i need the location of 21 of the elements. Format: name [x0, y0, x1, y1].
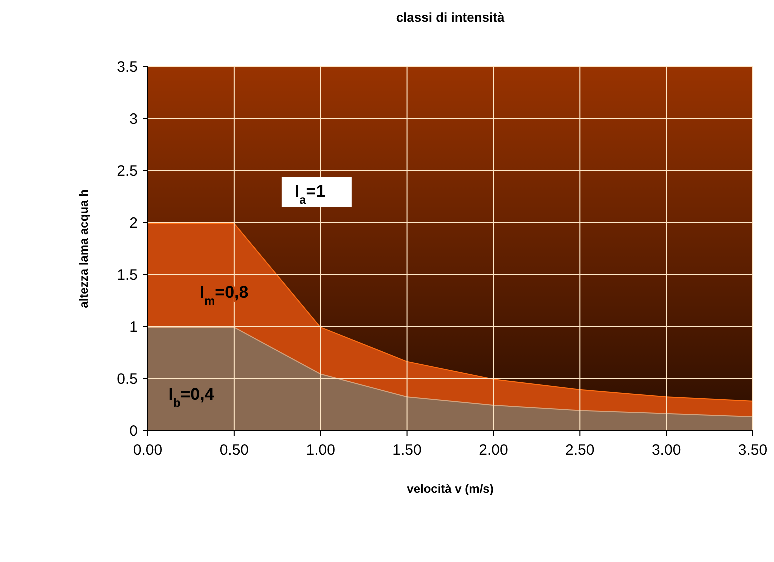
y-tick-label: 2.5 [117, 163, 138, 180]
x-tick-label: 2.50 [566, 442, 595, 459]
x-tick-label: 1.50 [392, 442, 422, 459]
x-tick-label: 2.00 [479, 442, 508, 459]
y-tick-label: 1 [130, 319, 138, 336]
series-label: I$_{b}$=0,4 [168, 384, 215, 410]
y-tick-label: 2 [130, 215, 138, 232]
y-axis-title: altezza lama acqua h [77, 190, 91, 308]
x-tick-label: 3.50 [738, 442, 768, 459]
y-tick-label: 0 [130, 423, 138, 440]
x-axis-title: velocità v (m/s) [407, 482, 494, 496]
y-tick-label: 0.5 [117, 371, 138, 388]
y-tick-label: 3 [130, 111, 138, 128]
y-tick-label: 3.5 [117, 59, 138, 76]
chart-title: classi di intensità [396, 10, 506, 25]
x-tick-label: 1.00 [306, 442, 336, 459]
y-tick-label: 1.5 [117, 267, 138, 284]
series-label: I$_{a}$=1 [294, 182, 326, 207]
x-tick-label: 0.00 [133, 442, 163, 459]
x-tick-label: 0.50 [220, 442, 250, 459]
x-tick-label: 3.00 [652, 442, 682, 459]
